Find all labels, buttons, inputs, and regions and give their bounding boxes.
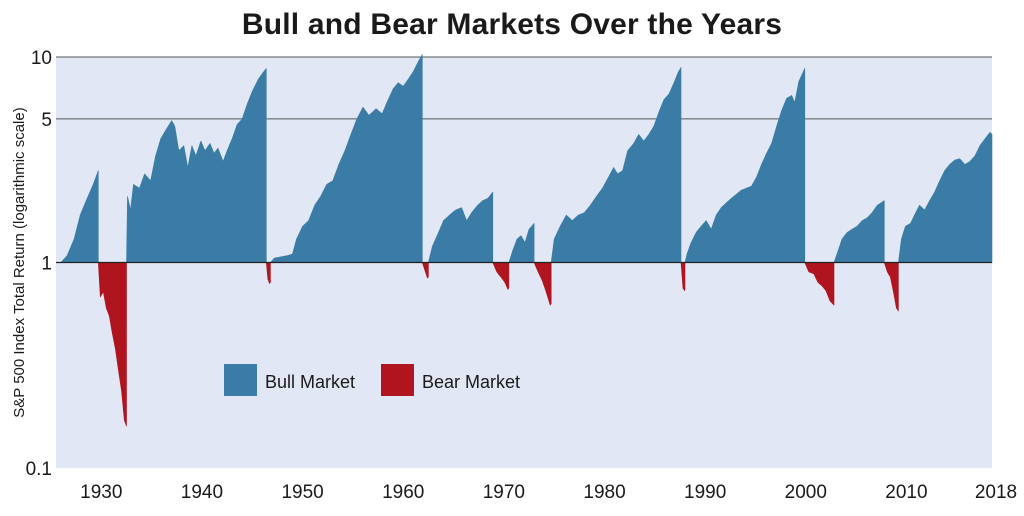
x-tick-label: 2018 [975, 482, 1017, 503]
chart-title: Bull and Bear Markets Over the Years [241, 8, 783, 41]
x-tick-label: 1990 [684, 482, 726, 503]
x-tick-label: 2000 [785, 482, 827, 503]
bear-market-area-7 [804, 262, 835, 306]
x-tick-label: 1980 [583, 482, 625, 503]
bull-market-area-9 [898, 132, 993, 263]
x-tick-label: 1940 [181, 482, 223, 503]
y-axis-label: S&P 500 Index Total Return (logarithmic … [11, 107, 28, 417]
market-areas [60, 54, 993, 427]
legend-swatch-bull [224, 364, 257, 396]
bull-market-area-5 [508, 223, 535, 263]
y-axis-ticks: 0.1 1 5 10 [26, 48, 52, 480]
bull-market-area-6 [550, 67, 682, 263]
x-tick-label: 1930 [80, 482, 122, 503]
legend-swatch-bear [381, 364, 414, 396]
legend-label-bull: Bull Market [265, 372, 355, 392]
bull-market-area-1 [60, 170, 99, 263]
bear-market-area-5 [533, 262, 552, 306]
gridlines [56, 56, 992, 120]
bull-market-area-7 [684, 68, 806, 263]
bear-market-area-8 [884, 262, 899, 312]
x-tick-label: 1950 [281, 482, 323, 503]
y-tick-label: 0.1 [26, 459, 52, 480]
x-tick-label: 1960 [382, 482, 424, 503]
y-tick-label: 5 [41, 110, 52, 131]
bull-market-area-8 [833, 200, 885, 263]
bear-market-area-4 [492, 262, 510, 290]
y-tick-label: 10 [31, 48, 52, 69]
x-tick-label: 1970 [483, 482, 525, 503]
x-axis-ticks: 1930 1940 1950 1960 1970 1980 1990 2000 2010 2018 [80, 482, 1017, 503]
bull-market-area-2 [126, 68, 267, 263]
bull-market-area-4 [428, 191, 494, 263]
legend-label-bear: Bear Market [422, 372, 520, 392]
bear-market-area-1 [98, 262, 127, 427]
legend: Bull Market Bear Market [224, 364, 520, 396]
y-tick-label: 1 [41, 254, 52, 275]
x-tick-label: 2010 [885, 482, 927, 503]
bull-market-area-3 [270, 54, 423, 263]
